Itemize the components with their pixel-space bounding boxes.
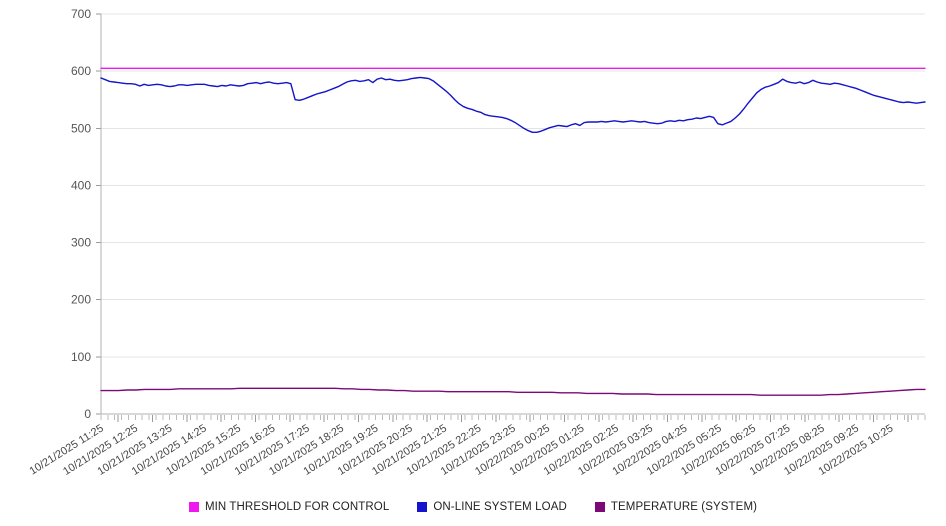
y-axis-ticks [96, 13, 101, 415]
y-axis-tick-label: 500 [71, 121, 91, 135]
legend-label: MIN THRESHOLD FOR CONTROL [204, 501, 390, 513]
legend-label: ON-LINE SYSTEM LOAD [433, 501, 567, 513]
y-axis-tick-label: 100 [71, 350, 91, 364]
chart-legend: MIN THRESHOLD FOR CONTROL ON-LINE SYSTEM … [0, 496, 946, 518]
legend-temperature-system[interactable]: TEMPERATURE (SYSTEM) [594, 501, 758, 513]
series-line-online-system-load [100, 76, 926, 133]
legend-swatch-icon [417, 502, 428, 512]
y-axis-tick-label: 200 [71, 293, 91, 307]
legend-label: TEMPERATURE (SYSTEM) [610, 501, 758, 513]
series-line-temperature-system [100, 387, 926, 396]
chart-plot-area: 0 100 200 300 400 500 600 700 10/21/2025 11:251… [27, 7, 926, 478]
y-axis-tick-label: 300 [71, 236, 91, 250]
y-axis-tick-label: 700 [71, 7, 91, 21]
y-axis-tick-label: 400 [71, 178, 91, 192]
y-axis-labels: 0 100 200 300 400 500 600 700 [71, 7, 91, 421]
gridlines [101, 13, 925, 358]
legend-min-threshold[interactable]: MIN THRESHOLD FOR CONTROL [188, 501, 390, 513]
legend-online-system-load[interactable]: ON-LINE SYSTEM LOAD [417, 501, 567, 513]
y-axis-tick-label: 600 [71, 64, 91, 78]
legend-swatch-icon [188, 502, 199, 512]
data-series [100, 67, 926, 396]
x-axis-ticks [100, 415, 926, 422]
y-axis-tick-label: 0 [84, 407, 91, 421]
legend-swatch-icon [594, 502, 605, 512]
